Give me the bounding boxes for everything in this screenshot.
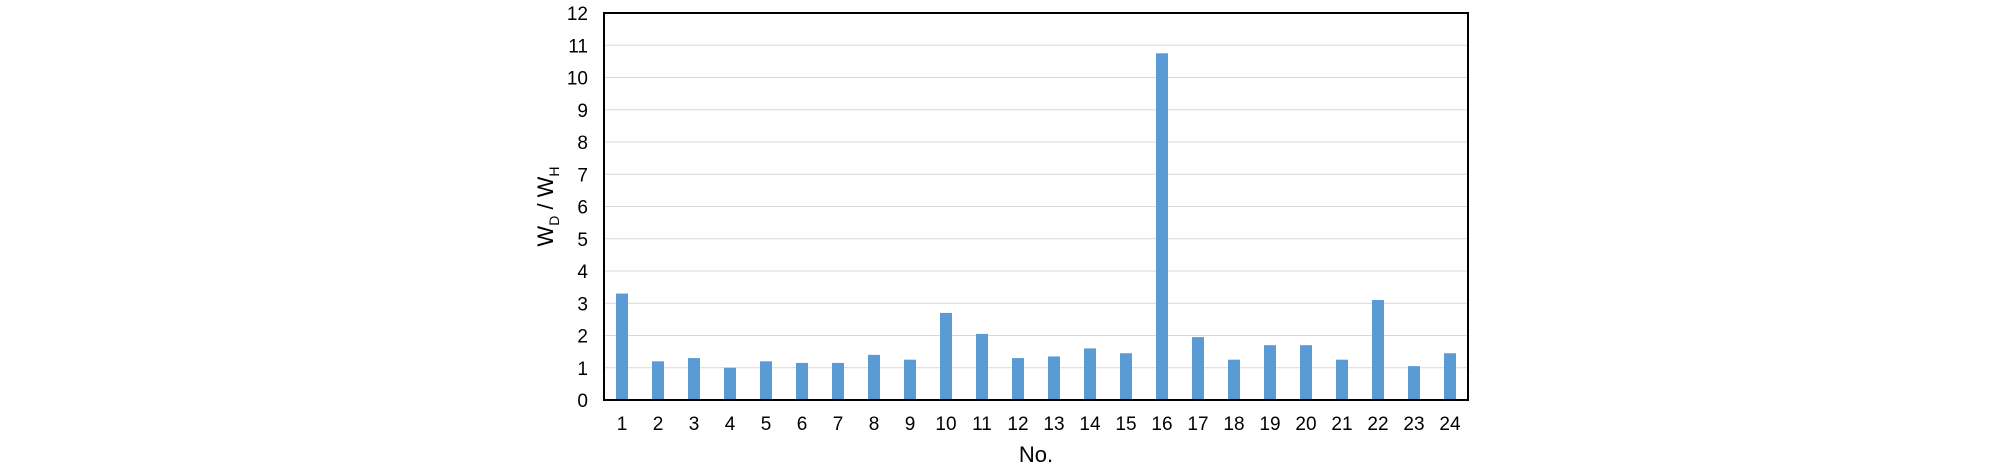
x-tick-label: 4: [725, 414, 736, 435]
x-tick-label: 18: [1223, 414, 1244, 435]
x-tick-label: 8: [869, 414, 880, 435]
y-axis-title-sub-h: H: [546, 166, 562, 176]
x-tick-labels: 1 2 3 4 5 6 7 8 9 10 11 12 13 14 15 16 17 18 19 20 21 22 23 24: [617, 414, 1461, 435]
bar: [1156, 53, 1168, 400]
y-tick-label: 10: [567, 69, 588, 90]
bar: [1048, 356, 1060, 400]
x-tick-label: 22: [1367, 414, 1388, 435]
x-tick-label: 14: [1079, 414, 1101, 435]
x-tick-label: 7: [833, 414, 844, 435]
y-axis-title-sub-d: D: [546, 216, 562, 226]
plot-area-border: [603, 12, 1469, 401]
bar: [1228, 359, 1240, 400]
bar: [1264, 345, 1276, 400]
bar: [1336, 359, 1348, 400]
bar: [1372, 300, 1384, 400]
x-tick-label: 17: [1187, 414, 1208, 435]
y-axis-title-sep: / W: [533, 176, 558, 215]
x-tick-label: 2: [653, 414, 664, 435]
bar: [688, 358, 700, 400]
y-tick-label: 5: [577, 230, 588, 251]
x-tick-label: 3: [689, 414, 700, 435]
x-axis-title: No.: [1019, 442, 1053, 467]
y-tick-label: 8: [577, 133, 588, 154]
bar: [796, 362, 808, 400]
y-axis-title: WD / WH: [533, 166, 562, 246]
x-tick-label: 23: [1403, 414, 1424, 435]
bar: [832, 362, 844, 400]
x-tick-label: 20: [1295, 414, 1316, 435]
y-tick-label: 4: [577, 262, 588, 283]
y-tick-label: 6: [577, 198, 588, 219]
y-axis-title-main: W: [533, 226, 558, 247]
bar: [1084, 348, 1096, 400]
bar: [1120, 353, 1132, 400]
bar: [976, 333, 988, 400]
x-tick-label: 9: [905, 414, 916, 435]
x-tick-label: 5: [761, 414, 772, 435]
bar: [1192, 337, 1204, 400]
bar: [1012, 358, 1024, 400]
gridlines: [604, 44, 1468, 369]
bar: [940, 312, 952, 400]
x-tick-label: 15: [1115, 414, 1136, 435]
y-tick-label: 7: [577, 165, 588, 186]
x-tick-label: 1: [617, 414, 628, 435]
y-tick-label: 9: [577, 101, 588, 122]
bar: [1444, 353, 1456, 400]
y-tick-label: 3: [577, 294, 588, 315]
y-tick-label: 1: [577, 359, 588, 380]
y-tick-label: 12: [567, 4, 588, 25]
y-tick-label: 0: [577, 391, 588, 412]
x-tick-label: 11: [972, 414, 992, 435]
bar: [868, 354, 880, 400]
bar: [616, 293, 628, 400]
bar: [1300, 345, 1312, 400]
x-tick-label: 19: [1259, 414, 1280, 435]
bar: [724, 367, 736, 400]
x-tick-label: 6: [797, 414, 808, 435]
bar: [760, 361, 772, 400]
bar: [652, 361, 664, 400]
x-tick-label: 21: [1331, 414, 1352, 435]
x-tick-label: 10: [935, 414, 956, 435]
bar: [904, 359, 916, 400]
bar: [1408, 366, 1420, 400]
y-tick-label: 2: [577, 327, 588, 348]
y-tick-label: 11: [568, 36, 588, 57]
x-tick-label: 24: [1439, 414, 1461, 435]
x-tick-label: 16: [1151, 414, 1172, 435]
bars: [616, 53, 1456, 400]
x-tick-label: 13: [1043, 414, 1064, 435]
x-tick-label: 12: [1007, 414, 1028, 435]
